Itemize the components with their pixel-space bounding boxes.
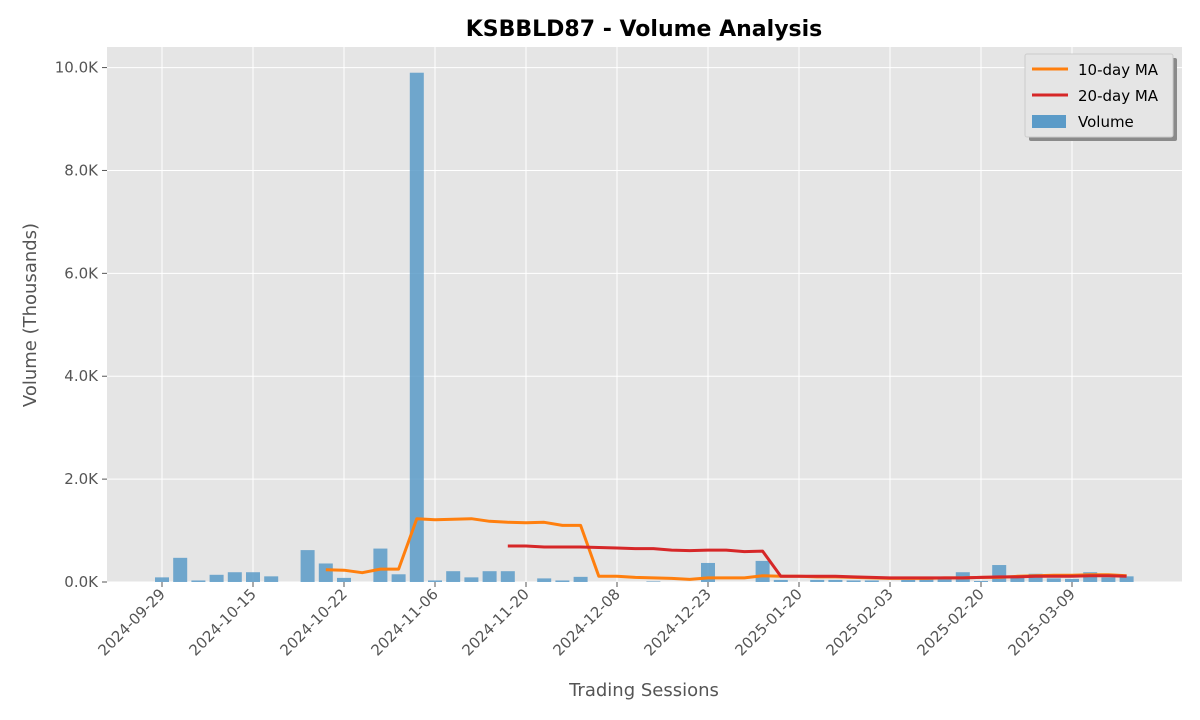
x-tick-label: 2024-12-23	[640, 585, 714, 659]
chart-title: KSBBLD87 - Volume Analysis	[466, 17, 823, 42]
legend: 10-day MA 20-day MA Volume	[1024, 53, 1177, 141]
volume-bar	[846, 580, 861, 582]
volume-bar	[810, 579, 825, 582]
volume-bar	[446, 571, 461, 582]
volume-bar	[992, 565, 1007, 582]
y-axis-ticks: 0.0K 2.0K 4.0K 6.0K 8.0K 10.0K	[55, 59, 107, 591]
x-tick-label: 2025-01-20	[731, 585, 805, 659]
y-tick-label: 0.0K	[64, 573, 99, 591]
x-tick-label: 2024-10-22	[276, 585, 350, 659]
y-tick-label: 6.0K	[64, 264, 99, 282]
x-tick-label: 2024-12-08	[549, 585, 623, 659]
volume-bar	[1046, 578, 1061, 582]
volume-bar	[1101, 577, 1116, 582]
legend-swatch-volume	[1032, 115, 1066, 128]
volume-bar	[246, 572, 260, 582]
y-axis-label: Volume (Thousands)	[20, 223, 41, 407]
y-tick-label: 10.0K	[55, 59, 99, 77]
volume-bar	[300, 550, 315, 582]
x-tick-label: 2024-11-20	[458, 585, 532, 659]
volume-bar	[1065, 578, 1079, 582]
volume-bar	[828, 579, 843, 582]
volume-bar	[500, 571, 515, 582]
volume-bar	[155, 577, 169, 582]
x-axis-ticks: 2024-09-29 2024-10-15 2024-10-22 2024-11-06…	[94, 582, 1079, 659]
x-tick-label: 2024-09-29	[94, 585, 168, 659]
volume-bar	[1010, 575, 1025, 582]
legend-label-20-day-ma: 20-day MA	[1078, 87, 1159, 105]
volume-bar	[646, 581, 661, 582]
volume-bar	[555, 580, 570, 582]
volume-bar	[755, 560, 770, 582]
x-tick-label: 2025-02-03	[822, 585, 896, 659]
ma20-line	[507, 544, 1127, 580]
moving-average-lines	[325, 517, 1127, 581]
volume-bar	[901, 579, 916, 582]
legend-label-10-day-ma: 10-day MA	[1078, 61, 1159, 79]
volume-bar	[464, 577, 479, 582]
volume-bar	[937, 579, 952, 582]
volume-bar	[391, 574, 406, 582]
legend-label-volume: Volume	[1078, 113, 1134, 131]
volume-bar	[1028, 573, 1043, 582]
volume-bar	[173, 557, 188, 582]
x-tick-label: 2024-11-06	[367, 585, 441, 659]
x-tick-label: 2025-03-09	[1004, 585, 1078, 659]
x-tick-label: 2024-10-15	[185, 585, 259, 659]
volume-bar	[919, 578, 934, 582]
volume-bar	[537, 578, 552, 582]
volume-bar	[337, 577, 351, 582]
grid-lines	[107, 47, 1182, 583]
volume-bar	[482, 571, 497, 582]
volume-bar	[209, 574, 224, 582]
y-tick-label: 2.0K	[64, 470, 99, 488]
volume-bar	[191, 580, 206, 582]
volume-bar	[264, 576, 279, 582]
volume-bar	[864, 580, 879, 582]
y-tick-label: 8.0K	[64, 161, 99, 179]
volume-bar	[409, 72, 424, 582]
volume-bar	[773, 579, 788, 582]
y-tick-label: 4.0K	[64, 367, 99, 385]
volume-bar	[318, 563, 333, 582]
plot-background	[107, 47, 1182, 582]
volume-bar	[227, 572, 242, 582]
volume-bar	[428, 580, 442, 582]
volume-bar	[974, 580, 988, 582]
x-axis-label: Trading Sessions	[568, 680, 719, 701]
volume-bar	[573, 576, 588, 582]
volume-bar	[1119, 576, 1134, 582]
x-tick-label: 2025-02-20	[913, 585, 987, 659]
volume-bar	[373, 548, 388, 582]
